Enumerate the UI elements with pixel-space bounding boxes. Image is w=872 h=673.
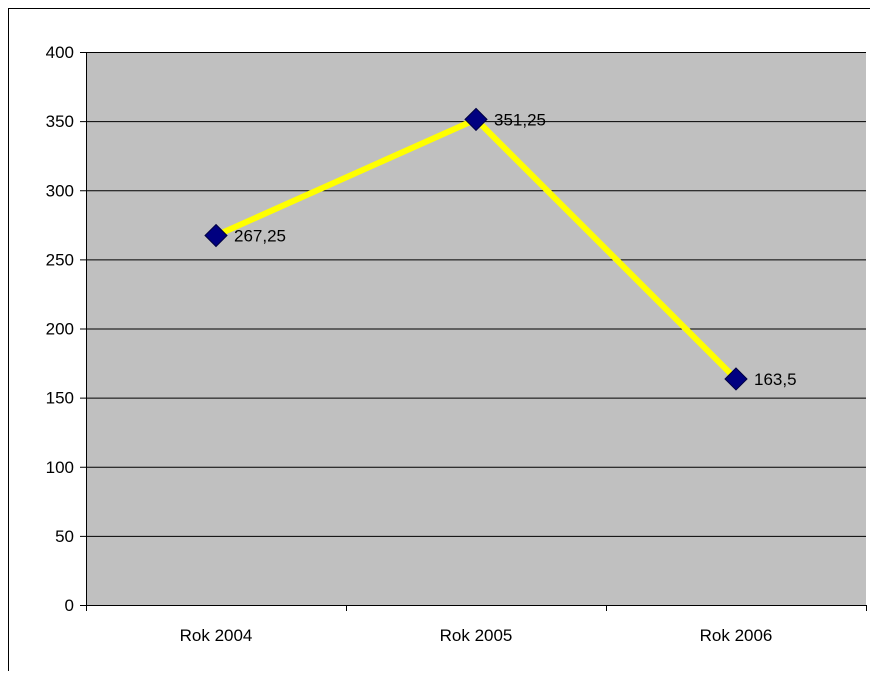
data-point-marker	[464, 107, 488, 132]
axes	[80, 52, 867, 611]
x-tick-label: Rok 2006	[700, 626, 773, 645]
y-tick-label: 300	[46, 181, 74, 200]
y-tick-labels: 0 50 100 150 200 250 300 350 400	[46, 43, 74, 615]
y-tick-label: 150	[46, 389, 74, 408]
data-label: 163,5	[754, 370, 797, 389]
data-point-marker	[204, 223, 228, 248]
y-tick-label: 200	[46, 320, 74, 339]
y-tick-label: 400	[46, 43, 74, 62]
x-tick-labels: Rok 2004 Rok 2005 Rok 2006	[180, 626, 773, 645]
data-label: 351,25	[494, 110, 546, 129]
x-tick-label: Rok 2004	[180, 626, 253, 645]
y-tick-label: 0	[65, 596, 74, 615]
y-tick-label: 100	[46, 458, 74, 477]
data-point-marker	[724, 367, 748, 391]
data-labels: 267,25 351,25 163,5	[234, 110, 797, 389]
y-tick-label: 50	[55, 527, 74, 546]
data-label: 267,25	[234, 227, 286, 246]
x-tick-label: Rok 2005	[440, 626, 513, 645]
y-tick-label: 250	[46, 250, 74, 269]
y-tick-label: 350	[46, 112, 74, 131]
series-markers	[204, 107, 748, 391]
